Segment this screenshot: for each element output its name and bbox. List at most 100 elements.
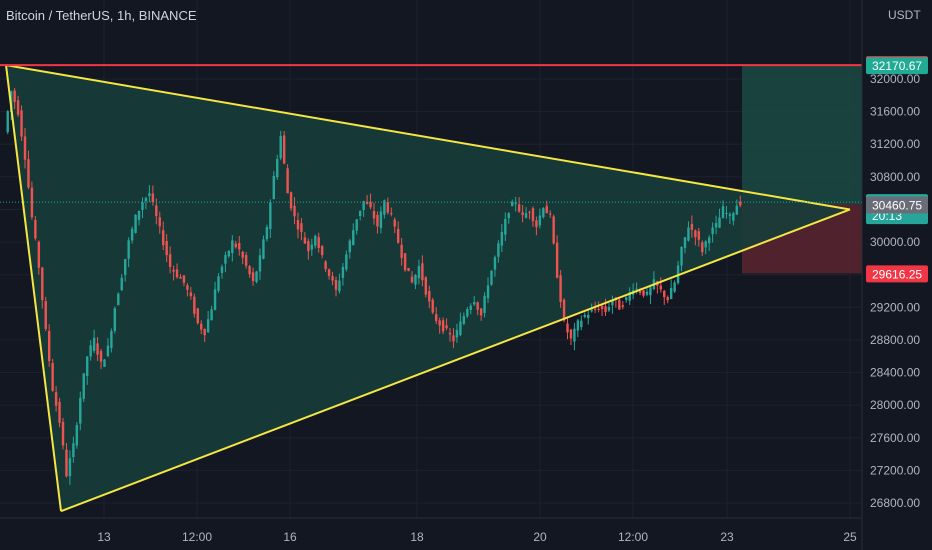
candle-body: [552, 216, 555, 244]
candle-body: [521, 212, 524, 216]
candle-body: [638, 290, 642, 293]
candle-body: [272, 176, 276, 199]
candle-body: [739, 201, 742, 206]
candle-body: [231, 240, 234, 253]
candle-body: [472, 302, 476, 305]
candle-body: [127, 240, 130, 259]
candle-body: [144, 197, 148, 202]
candle-body: [369, 201, 372, 208]
candle-body: [728, 214, 732, 216]
candle-body: [120, 277, 123, 291]
candle-body: [162, 230, 165, 246]
candle-body: [262, 239, 265, 259]
candle-body: [718, 217, 721, 228]
price-tags: 32182.0732170.6730490.1120:1330460.75296…: [866, 56, 928, 283]
candle-body: [241, 251, 244, 258]
candle-body: [490, 270, 493, 285]
candle-body: [286, 168, 289, 194]
candle-body: [542, 208, 545, 218]
candle-body: [175, 269, 179, 278]
candle-body: [172, 269, 175, 272]
candle-body: [545, 206, 548, 214]
candle-body: [96, 343, 99, 355]
candle-body: [68, 458, 72, 477]
candle-body: [566, 323, 569, 333]
candle-body: [448, 332, 452, 335]
price-tick-label: 28400.00: [870, 366, 920, 380]
candle-body: [500, 232, 504, 246]
candle-body: [576, 320, 580, 331]
candle-body: [628, 292, 631, 301]
candle-body: [618, 299, 621, 310]
candle-body: [34, 220, 37, 239]
price-tick-label: 29200.00: [870, 300, 920, 314]
candle-body: [376, 214, 379, 227]
candle-body: [179, 276, 182, 279]
candle-body: [417, 266, 421, 279]
candle-body: [611, 299, 614, 306]
candle-body: [600, 305, 604, 310]
candle-body: [248, 266, 251, 275]
candle-body: [569, 329, 573, 339]
candle-body: [524, 213, 528, 218]
candle-body: [707, 237, 711, 244]
candle-body: [428, 290, 431, 302]
candle-body: [573, 328, 576, 342]
candle-body: [293, 205, 296, 217]
candle-body: [303, 237, 307, 244]
candle-body: [607, 307, 611, 311]
candle-body: [82, 373, 85, 399]
candle-body: [251, 272, 255, 282]
candle-body: [659, 285, 663, 290]
time-tick-label: 12:00: [182, 530, 212, 544]
candle-body: [217, 276, 220, 291]
candle-body: [403, 253, 407, 271]
candle-body: [13, 90, 16, 103]
candle-body: [200, 323, 203, 330]
price-tag-label: 32170.67: [872, 59, 922, 73]
candle-body: [476, 302, 479, 310]
candle-body: [562, 299, 566, 321]
candle-body: [75, 424, 79, 446]
candle-body: [317, 237, 320, 248]
candle-body: [345, 254, 348, 270]
candle-body: [244, 254, 248, 266]
candle-body: [666, 297, 669, 301]
candle-body: [393, 219, 396, 227]
candle-body: [41, 267, 44, 301]
candle-body: [6, 111, 9, 133]
price-tag: 29616.25: [866, 265, 928, 283]
candle-body: [390, 213, 393, 215]
candle-body: [732, 213, 735, 221]
price-tick-label: 32000.00: [870, 72, 920, 86]
candle-body: [690, 224, 694, 230]
candle-body: [89, 345, 92, 357]
candle-body: [327, 269, 331, 276]
candle-body: [414, 274, 417, 285]
candle-body: [220, 266, 224, 273]
candle-body: [234, 243, 237, 248]
candle-body: [130, 228, 134, 241]
candle-body: [30, 187, 34, 218]
candle-body: [338, 280, 341, 292]
time-axis[interactable]: 13 12:00 16 18 20 12:00 23 25: [0, 517, 862, 544]
triangle-pattern: [6, 65, 850, 512]
symbol-title[interactable]: Bitcoin / TetherUS, 1h, BINANCE: [6, 8, 197, 23]
candle-body: [124, 259, 127, 275]
candle-body: [625, 297, 628, 300]
candle-body: [583, 314, 586, 317]
candle-body: [555, 242, 559, 278]
candle-body: [431, 299, 434, 313]
trendline-left: [5, 65, 62, 512]
price-tag-bg: [866, 57, 928, 75]
candle-body: [469, 305, 472, 310]
candle-body: [47, 331, 51, 362]
currency-label[interactable]: USDT: [888, 8, 921, 22]
candle-body: [141, 202, 144, 210]
candle-body: [358, 210, 362, 216]
price-tag: 30460.75: [866, 196, 928, 214]
candle-body: [407, 268, 410, 272]
candle-body: [697, 231, 701, 240]
